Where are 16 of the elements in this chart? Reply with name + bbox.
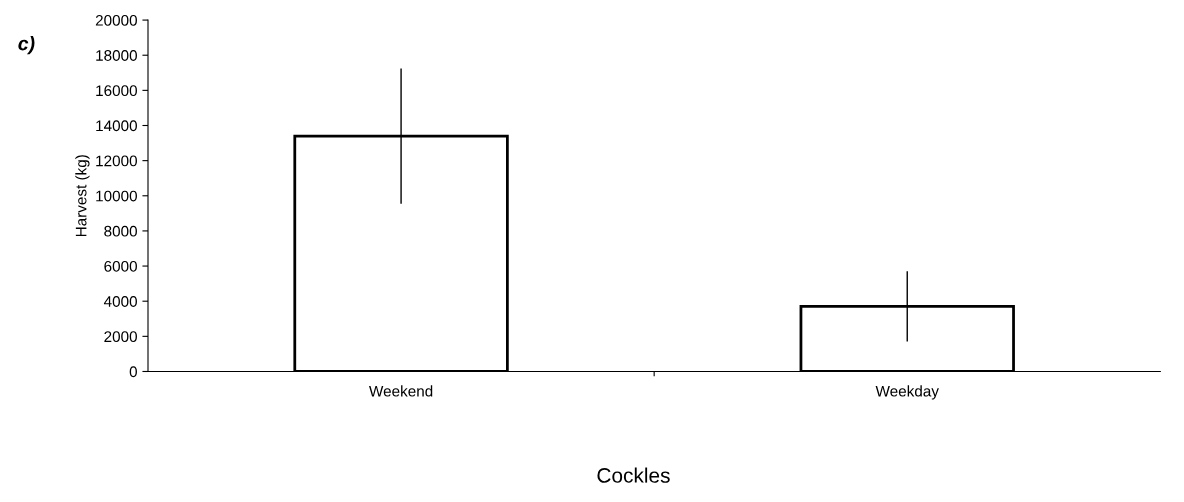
x-tick-label: Weekday	[875, 385, 939, 400]
y-tick-label: 10000	[96, 190, 137, 202]
y-tick-label: 20000	[95, 14, 137, 26]
y-tick-label: 8000	[104, 225, 137, 237]
y-axis-title: Harvest (kg)	[75, 155, 90, 237]
y-tick-label: 0	[129, 366, 137, 378]
text: c)	[18, 36, 35, 55]
x-axis-title: Cockles	[597, 467, 670, 483]
y-tick-label: 2000	[104, 331, 137, 343]
y-tick-label: 4000	[103, 296, 137, 307]
y-tick-label: 12000	[96, 155, 137, 167]
x-tick-label: Weekend	[369, 385, 433, 397]
y-tick-label: 18000	[96, 50, 137, 61]
y-tick-label: 6000	[104, 260, 137, 272]
y-tick-label: 14000	[96, 120, 137, 132]
y-tick-label: 16000	[96, 85, 137, 97]
